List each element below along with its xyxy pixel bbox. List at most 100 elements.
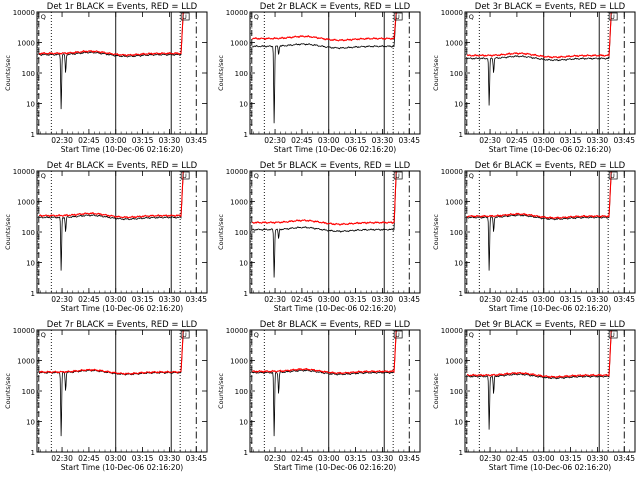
x-tick-label: 02:30: [264, 454, 286, 463]
series-events-line: [38, 13, 184, 110]
y-tick-label: 1: [244, 131, 248, 139]
y-tick-label: 100: [235, 388, 248, 396]
y-tick-label: 10000: [441, 327, 463, 335]
y-tick-label: 10000: [13, 168, 35, 176]
x-tick-label: 03:00: [318, 454, 340, 463]
panel-det-2: Det 2r BLACK = Events, RED = LLD 1 10 100 10…: [217, 2, 421, 154]
y-tick-label: 100: [22, 70, 35, 78]
x-tick-label: 03:45: [398, 454, 420, 463]
x-tick-label: 02:45: [291, 454, 313, 463]
y-tick-label: 1000: [230, 40, 248, 48]
x-tick-label: 02:30: [479, 136, 501, 145]
series-lld-line: [251, 171, 397, 226]
series-lld-line: [38, 12, 184, 57]
x-tick-label: 02:45: [506, 136, 528, 145]
y-tick-label: 1000: [17, 199, 35, 207]
marker-u: U: [182, 14, 186, 21]
marker-q: Q: [254, 331, 259, 339]
marker-u: U: [610, 332, 614, 339]
marker-q: Q: [469, 13, 474, 21]
marker-u: U: [610, 14, 614, 21]
x-tick-label: 03:45: [185, 136, 207, 145]
y-tick-label: 10: [26, 260, 35, 268]
y-axis-label: Counts/sec: [4, 55, 12, 91]
series-lld-line: [39, 330, 184, 376]
marker-u-box: [180, 12, 190, 21]
panel-det-9: Det 9r BLACK = Events, RED = LLD 1 10 100 10…: [432, 320, 636, 472]
marker-u-box: [180, 171, 190, 180]
y-tick-label: 10: [26, 419, 35, 427]
plot-frame: [464, 11, 636, 135]
x-tick-label: 02:30: [51, 295, 73, 304]
y-tick-label: 1000: [445, 358, 463, 366]
x-tick-label: 03:30: [372, 136, 394, 145]
x-tick-label: 03:15: [345, 136, 367, 145]
series-events-line: [466, 13, 612, 106]
y-tick-label: 10: [239, 419, 248, 427]
x-tick-label: 02:30: [264, 136, 286, 145]
y-tick-label: 100: [235, 70, 248, 78]
y-axis-label: Counts/sec: [217, 214, 225, 250]
x-tick-label: 03:15: [132, 136, 154, 145]
x-tick-label: 02:45: [291, 136, 313, 145]
panel-title: Det 9r BLACK = Events, RED = LLD: [475, 320, 626, 330]
panel-title: Det 8r BLACK = Events, RED = LLD: [260, 320, 411, 330]
marker-u: U: [395, 173, 399, 180]
plot-frame: [36, 11, 208, 135]
x-tick-label: 03:00: [105, 454, 127, 463]
x-tick-label: 03:00: [318, 136, 340, 145]
panel-title: Det 2r BLACK = Events, RED = LLD: [260, 2, 411, 12]
series-events-line: [38, 172, 184, 271]
panel-det-4: Det 4r BLACK = Events, RED = LLD 1 10 100 10…: [4, 161, 208, 313]
marker-u: U: [182, 332, 186, 339]
y-axis-label: Counts/sec: [432, 373, 440, 409]
y-tick-label: 1: [31, 449, 35, 457]
y-axis-label: Counts/sec: [217, 55, 225, 91]
x-axis-label: Start Time (10-Dec-06 02:16:20): [61, 304, 183, 313]
x-tick-label: 03:15: [345, 454, 367, 463]
marker-q: Q: [469, 331, 474, 339]
y-tick-label: 10000: [226, 168, 248, 176]
marker-u-box: [608, 171, 618, 180]
y-tick-label: 1000: [17, 358, 35, 366]
series-lld-line: [466, 171, 612, 220]
series-events-line: [251, 331, 397, 437]
x-tick-label: 02:30: [479, 295, 501, 304]
x-tick-label: 02:30: [51, 136, 73, 145]
series-events-line: [251, 13, 397, 124]
plot-frame: [249, 11, 421, 135]
panel-det-3: Det 3r BLACK = Events, RED = LLD 1 10 100 10…: [432, 2, 636, 154]
y-tick-label: 10: [454, 260, 463, 268]
x-tick-label: 03:30: [159, 454, 181, 463]
series-events-line: [38, 331, 184, 437]
x-axis-label: Start Time (10-Dec-06 02:16:20): [489, 145, 611, 154]
x-tick-label: 03:00: [533, 136, 555, 145]
x-tick-label: 02:45: [78, 454, 100, 463]
y-tick-label: 1: [459, 290, 463, 298]
x-axis-label: Start Time (10-Dec-06 02:16:20): [61, 145, 183, 154]
x-axis-label: Start Time (10-Dec-06 02:16:20): [274, 145, 396, 154]
panel-title: Det 1r BLACK = Events, RED = LLD: [47, 2, 198, 12]
y-tick-label: 1000: [17, 40, 35, 48]
x-tick-label: 03:00: [105, 136, 127, 145]
series-lld-line: [466, 12, 612, 59]
marker-q: Q: [41, 172, 46, 180]
y-tick-label: 100: [450, 70, 463, 78]
y-tick-label: 1: [459, 131, 463, 139]
series-lld-line: [251, 12, 397, 42]
y-tick-label: 100: [450, 229, 463, 237]
y-tick-label: 10: [454, 419, 463, 427]
marker-u: U: [395, 332, 399, 339]
panel-det-5: Det 5r BLACK = Events, RED = LLD 1 10 100 10…: [217, 161, 421, 313]
x-axis-label: Start Time (10-Dec-06 02:16:20): [274, 304, 396, 313]
y-tick-label: 10: [26, 101, 35, 109]
y-tick-label: 1000: [445, 199, 463, 207]
x-tick-label: 03:45: [398, 295, 420, 304]
y-axis-label: Counts/sec: [432, 55, 440, 91]
x-tick-label: 03:15: [132, 454, 154, 463]
plot-frame: [249, 170, 421, 294]
x-tick-label: 03:45: [613, 295, 635, 304]
y-tick-label: 10000: [226, 327, 248, 335]
x-tick-label: 03:15: [560, 136, 582, 145]
